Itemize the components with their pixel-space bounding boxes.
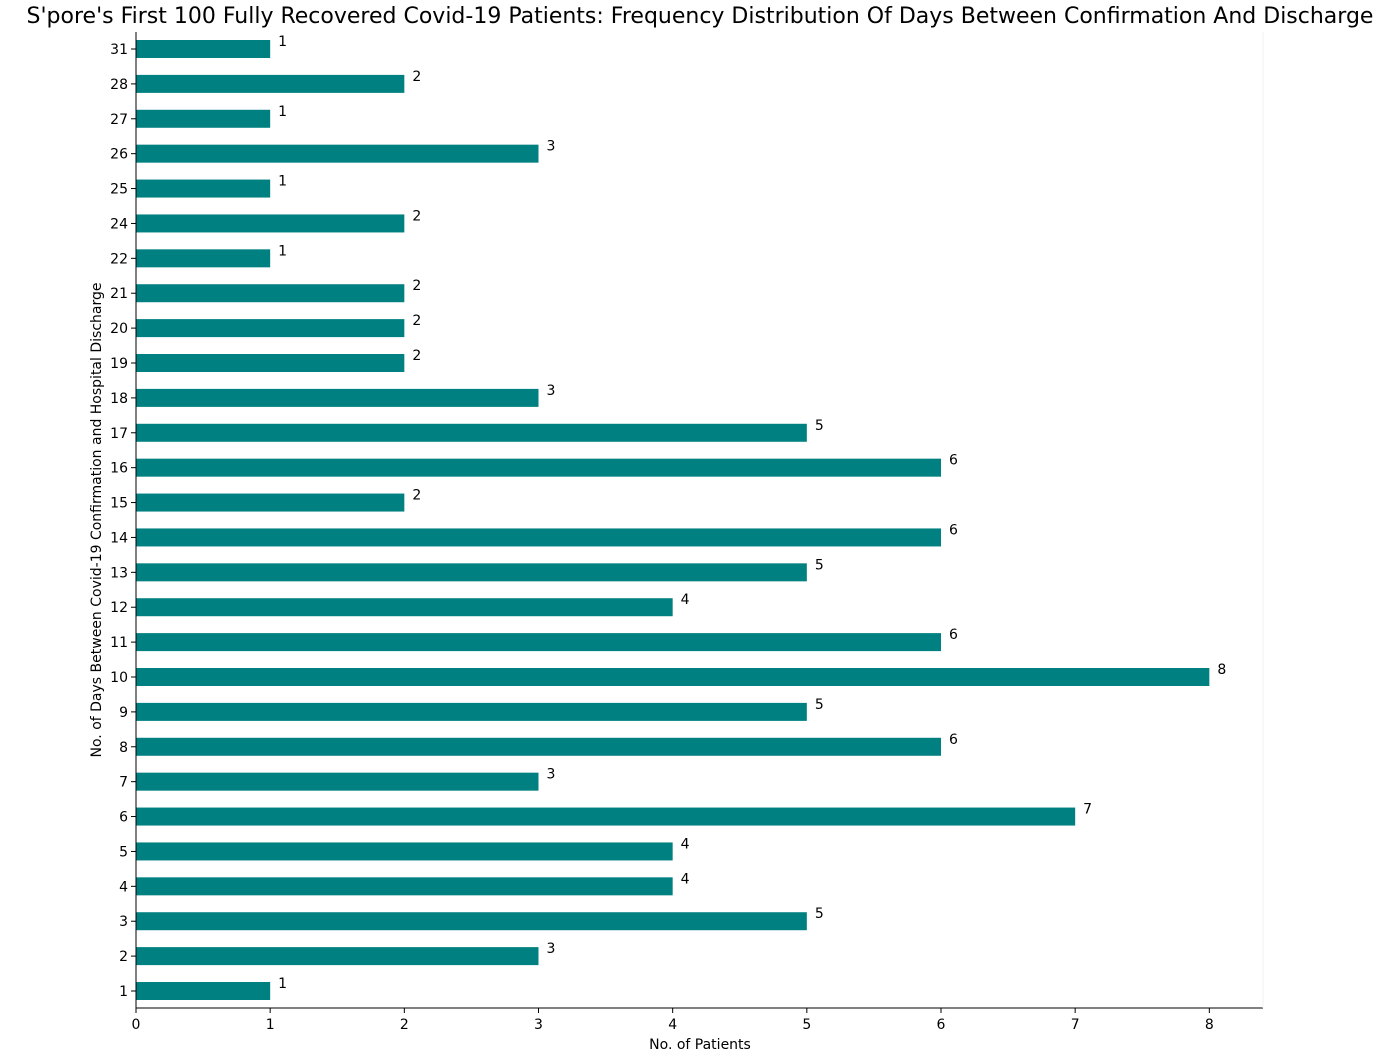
y-tick-label: 3 [119,914,128,930]
chart-title: S'pore's First 100 Fully Recovered Covid… [26,4,1374,29]
y-tick-label: 20 [110,321,128,337]
bar-value-label: 3 [547,139,556,155]
bar-value-label: 1 [278,243,287,259]
y-tick-label: 5 [119,844,128,860]
bar-7 [136,772,539,791]
bar-3 [136,912,807,931]
x-axis-label: No. of Patients [649,1037,751,1053]
bar-value-label: 1 [278,976,287,992]
bar-18 [136,388,539,407]
y-tick-label: 24 [110,216,128,232]
bar-17 [136,423,807,442]
bar-25 [136,179,271,198]
y-axis-label: No. of Days Between Covid-19 Confirmatio… [89,283,105,758]
x-tick-label: 2 [400,1017,409,1033]
y-tick-label: 8 [119,740,128,756]
bar-value-label: 5 [815,906,824,922]
x-tick-label: 6 [937,1017,946,1033]
y-tick-label: 12 [110,600,128,616]
y-tick-label: 15 [110,496,128,512]
bar-15 [136,493,405,512]
y-tick-label: 17 [110,426,128,442]
bar-value-label: 3 [547,767,556,783]
bar-value-label: 4 [681,592,690,608]
bar-value-label: 2 [412,69,421,85]
x-tick-label: 5 [802,1017,811,1033]
bar-9 [136,702,807,721]
y-tick-label: 9 [119,705,128,721]
x-tick-label: 4 [668,1017,677,1033]
bar-27 [136,109,271,128]
y-tick-label: 16 [110,461,128,477]
bar-value-label: 2 [412,278,421,294]
bar-14 [136,528,941,547]
bar-2 [136,947,539,966]
bar-value-label: 6 [949,627,958,643]
bar-value-label: 7 [1083,802,1092,818]
y-tick-label: 31 [110,42,128,58]
bar-22 [136,249,271,268]
bar-26 [136,144,539,163]
bar-19 [136,354,405,372]
y-tick-label: 25 [110,182,128,198]
bar-28 [136,74,405,93]
y-tick-label: 26 [110,147,128,163]
bar-4 [136,877,673,896]
bar-value-label: 6 [949,732,958,748]
bar-12 [136,598,673,617]
bar-value-label: 1 [278,104,287,120]
y-tick-label: 13 [110,565,128,581]
bar-21 [136,284,405,303]
bar-6 [136,807,1076,826]
y-tick-label: 22 [110,251,128,267]
y-tick-label: 27 [110,112,128,128]
y-tick-label: 2 [119,949,128,965]
bar-value-label: 4 [681,871,690,887]
y-tick-label: 18 [110,391,128,407]
bar-20 [136,319,405,338]
bar-11 [136,633,941,652]
x-tick-label: 3 [534,1017,543,1033]
y-tick-label: 21 [110,286,128,302]
bar-value-label: 2 [412,208,421,224]
bar-value-label: 5 [815,697,824,713]
y-tick-label: 14 [110,530,128,546]
bar-16 [136,458,941,477]
bar-value-label: 6 [949,522,958,538]
bar-31 [136,40,271,58]
x-tick-label: 8 [1205,1017,1214,1033]
bar-value-label: 2 [412,313,421,329]
bar-value-label: 8 [1217,662,1226,678]
y-tick-label: 7 [119,775,128,791]
y-tick-label: 1 [119,984,128,1000]
x-tick-label: 7 [1071,1017,1080,1033]
bar-value-label: 3 [547,941,556,957]
bar-value-label: 5 [815,418,824,434]
bar-value-label: 1 [278,34,287,50]
y-tick-label: 6 [119,810,128,826]
x-tick-label: 1 [266,1017,275,1033]
bar-value-label: 2 [412,488,421,504]
bar-5 [136,842,673,861]
y-tick-label: 11 [110,635,128,651]
x-tick-label: 0 [132,1017,141,1033]
bar-8 [136,737,941,756]
bar-10 [136,668,1210,686]
bar-24 [136,214,405,233]
bar-value-label: 2 [412,348,421,364]
y-tick-label: 10 [110,670,128,686]
bar-value-label: 1 [278,174,287,190]
bar-value-label: 6 [949,453,958,469]
bar-value-label: 5 [815,557,824,573]
bar-13 [136,563,807,582]
bar-value-label: 4 [681,836,690,852]
bar-value-label: 3 [547,383,556,399]
y-tick-label: 4 [119,879,128,895]
bar-1 [136,982,271,1000]
y-tick-label: 28 [110,77,128,93]
y-tick-label: 19 [110,356,128,372]
